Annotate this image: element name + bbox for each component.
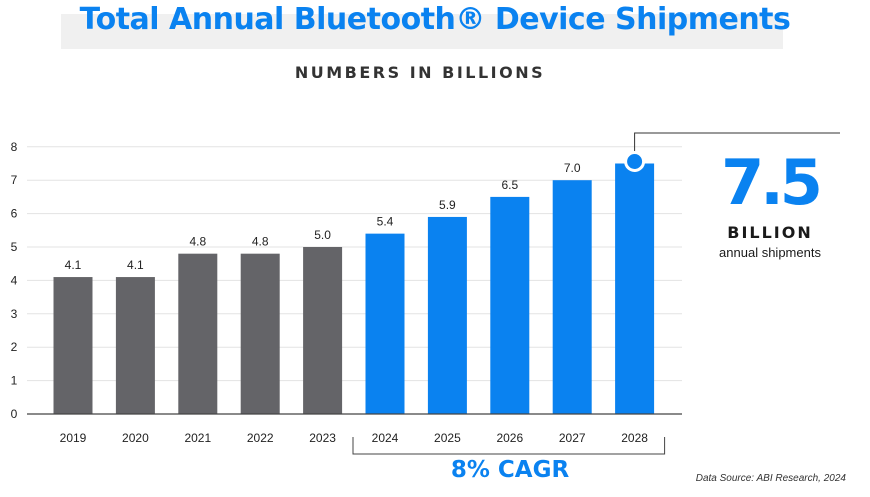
bar [115, 277, 155, 414]
y-tick-label: 1 [11, 374, 18, 388]
y-tick-label: 5 [11, 240, 18, 254]
bar [53, 277, 93, 414]
x-tick-label: 2025 [434, 431, 461, 445]
x-tick-label: 2021 [184, 431, 211, 445]
cagr-label: 8% CAGR [450, 457, 570, 483]
x-tick-label: 2028 [621, 431, 648, 445]
y-tick-label: 4 [11, 273, 18, 287]
bar [552, 180, 592, 414]
cagr-bracket [352, 437, 666, 455]
data-label: 4.8 [189, 235, 206, 249]
data-label: 4.1 [65, 258, 82, 272]
y-tick-label: 8 [11, 140, 18, 154]
bar [240, 253, 280, 414]
y-tick-label: 2 [11, 340, 18, 354]
y-tick-label: 0 [11, 407, 18, 421]
callout-value: 7.5 [721, 146, 823, 219]
y-tick-label: 3 [11, 307, 18, 321]
x-tick-label: 2020 [122, 431, 149, 445]
bar [303, 247, 343, 414]
chart-subtitle: NUMBERS IN BILLIONS [294, 63, 546, 82]
bar [365, 233, 405, 414]
data-label: 5.0 [314, 228, 331, 242]
callout-description: annual shipments [719, 245, 821, 260]
data-label: 4.8 [252, 235, 269, 249]
x-tick-label: 2027 [559, 431, 586, 445]
data-label: 7.0 [564, 161, 581, 175]
x-tick-label: 2019 [60, 431, 87, 445]
x-tick-label: 2022 [247, 431, 274, 445]
bar [615, 163, 655, 414]
y-tick-label: 6 [11, 207, 18, 221]
data-label: 5.4 [377, 215, 394, 229]
highlight-marker [624, 151, 646, 172]
chart-title: Total Annual Bluetooth® Device Shipments [79, 2, 791, 37]
y-tick-label: 7 [11, 173, 18, 187]
title-band [61, 14, 783, 49]
data-label: 5.9 [439, 198, 456, 212]
x-tick-label: 2026 [496, 431, 523, 445]
x-tick-label: 2024 [372, 431, 399, 445]
data-source: Data Source: ABI Research, 2024 [695, 473, 846, 484]
data-label: 6.5 [501, 178, 518, 192]
x-tick-label: 2023 [309, 431, 336, 445]
data-label: 4.1 [127, 258, 144, 272]
callout-unit: BILLION [727, 223, 813, 242]
bar [490, 196, 530, 414]
bar [178, 253, 218, 414]
bar [427, 216, 467, 414]
